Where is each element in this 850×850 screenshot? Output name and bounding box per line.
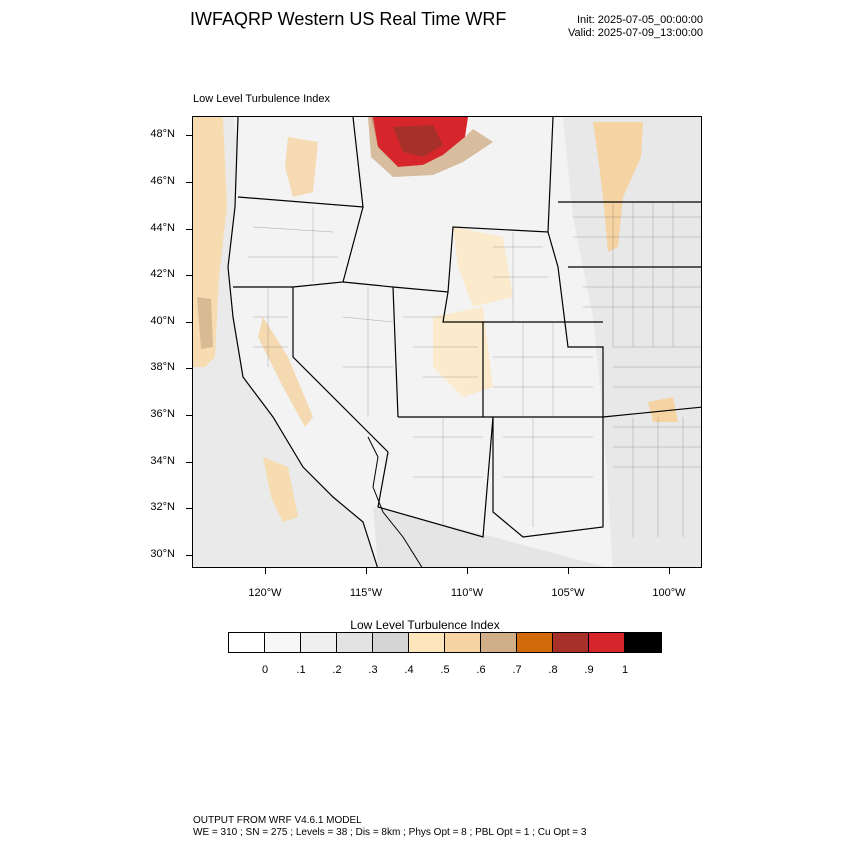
lon-tick (366, 568, 367, 574)
colorbar-swatch (481, 633, 517, 652)
model-version: OUTPUT FROM WRF V4.6.1 MODEL (193, 815, 362, 826)
lat-tick (186, 229, 192, 230)
lat-label: 36°N (150, 408, 175, 420)
lon-label: 100°W (652, 587, 686, 599)
colorbar-label: 1 (621, 664, 629, 676)
colorbar-swatch (625, 633, 661, 652)
colorbar-swatch (517, 633, 553, 652)
lat-label: 30°N (150, 548, 175, 560)
county-borders (248, 202, 701, 537)
colorbar-swatch (445, 633, 481, 652)
turbulence-rockies (433, 307, 493, 397)
high-turbulence-dark (393, 125, 443, 157)
lon-label: 120°W (248, 587, 282, 599)
colorbar-swatch (337, 633, 373, 652)
colorbar-swatch (553, 633, 589, 652)
plains-shade (563, 117, 701, 567)
lat-label: 46°N (150, 175, 175, 187)
colorbar-label: .7 (512, 664, 522, 676)
baja-plume (263, 457, 298, 522)
colorbar-label: .8 (548, 664, 558, 676)
lat-label: 32°N (150, 501, 175, 513)
turbulence-washington (285, 137, 318, 197)
time-info: Init: 2025-07-05_00:00:00 Valid: 2025-07… (568, 14, 703, 40)
lat-label: 38°N (150, 361, 175, 373)
lon-label: 115°W (349, 587, 383, 599)
coastline (227, 117, 378, 567)
colorbar-label: .1 (296, 664, 306, 676)
lat-tick (186, 182, 192, 183)
colorbar-swatch (265, 633, 301, 652)
lat-tick (186, 555, 192, 556)
turbulence-northeast (593, 122, 643, 252)
high-turbulence-edge (368, 117, 493, 177)
lat-label: 42°N (150, 268, 175, 280)
map-panel (192, 116, 702, 568)
lon-tick (568, 568, 569, 574)
colorbar-label: .9 (584, 664, 594, 676)
lat-label: 44°N (150, 222, 175, 234)
lat-tick (186, 368, 192, 369)
colorbar-label: .6 (476, 664, 486, 676)
lon-tick (467, 568, 468, 574)
plot-title: IWFAQRP Western US Real Time WRF (190, 9, 507, 29)
colorbar-title: Low Level Turbulence Index (350, 618, 500, 632)
init-time: Init: 2025-07-05_00:00:00 (577, 14, 703, 26)
model-settings: WE = 310 ; SN = 275 ; Levels = 38 ; Dis … (193, 827, 587, 838)
lon-label: 105°W (551, 587, 585, 599)
lat-tick (186, 508, 192, 509)
turbulence-sierra (258, 317, 313, 427)
lat-tick (186, 322, 192, 323)
colorbar-swatch (409, 633, 445, 652)
lat-label: 40°N (150, 315, 175, 327)
baja-coastline (367, 436, 423, 567)
colorbar-label: .4 (404, 664, 414, 676)
lat-tick (186, 415, 192, 416)
turbulence-map (193, 117, 701, 567)
colorbar-swatch (373, 633, 409, 652)
lat-label: 34°N (150, 455, 175, 467)
lat-label: 48°N (150, 128, 175, 140)
lat-tick (186, 135, 192, 136)
colorbar-label: .2 (332, 664, 342, 676)
panel-title: Low Level Turbulence Index (193, 93, 330, 105)
lon-label: 110°W (450, 587, 484, 599)
lat-tick (186, 275, 192, 276)
valid-time: Valid: 2025-07-09_13:00:00 (568, 27, 703, 39)
coastal-shade-dark (197, 297, 213, 349)
colorbar-label: .5 (440, 664, 450, 676)
colorbar-swatch (589, 633, 625, 652)
lon-tick (265, 568, 266, 574)
lat-tick (186, 462, 192, 463)
colorbar-swatch (229, 633, 265, 652)
colorbar-label: 0 (261, 664, 269, 676)
lon-tick (669, 568, 670, 574)
colorbar-label: .3 (368, 664, 378, 676)
colorbar (228, 632, 662, 653)
colorbar-swatch (301, 633, 337, 652)
turbulence-texas (648, 397, 678, 422)
model-info: OUTPUT FROM WRF V4.6.1 MODEL WE = 310 ; … (193, 815, 586, 839)
state-borders (233, 117, 701, 538)
